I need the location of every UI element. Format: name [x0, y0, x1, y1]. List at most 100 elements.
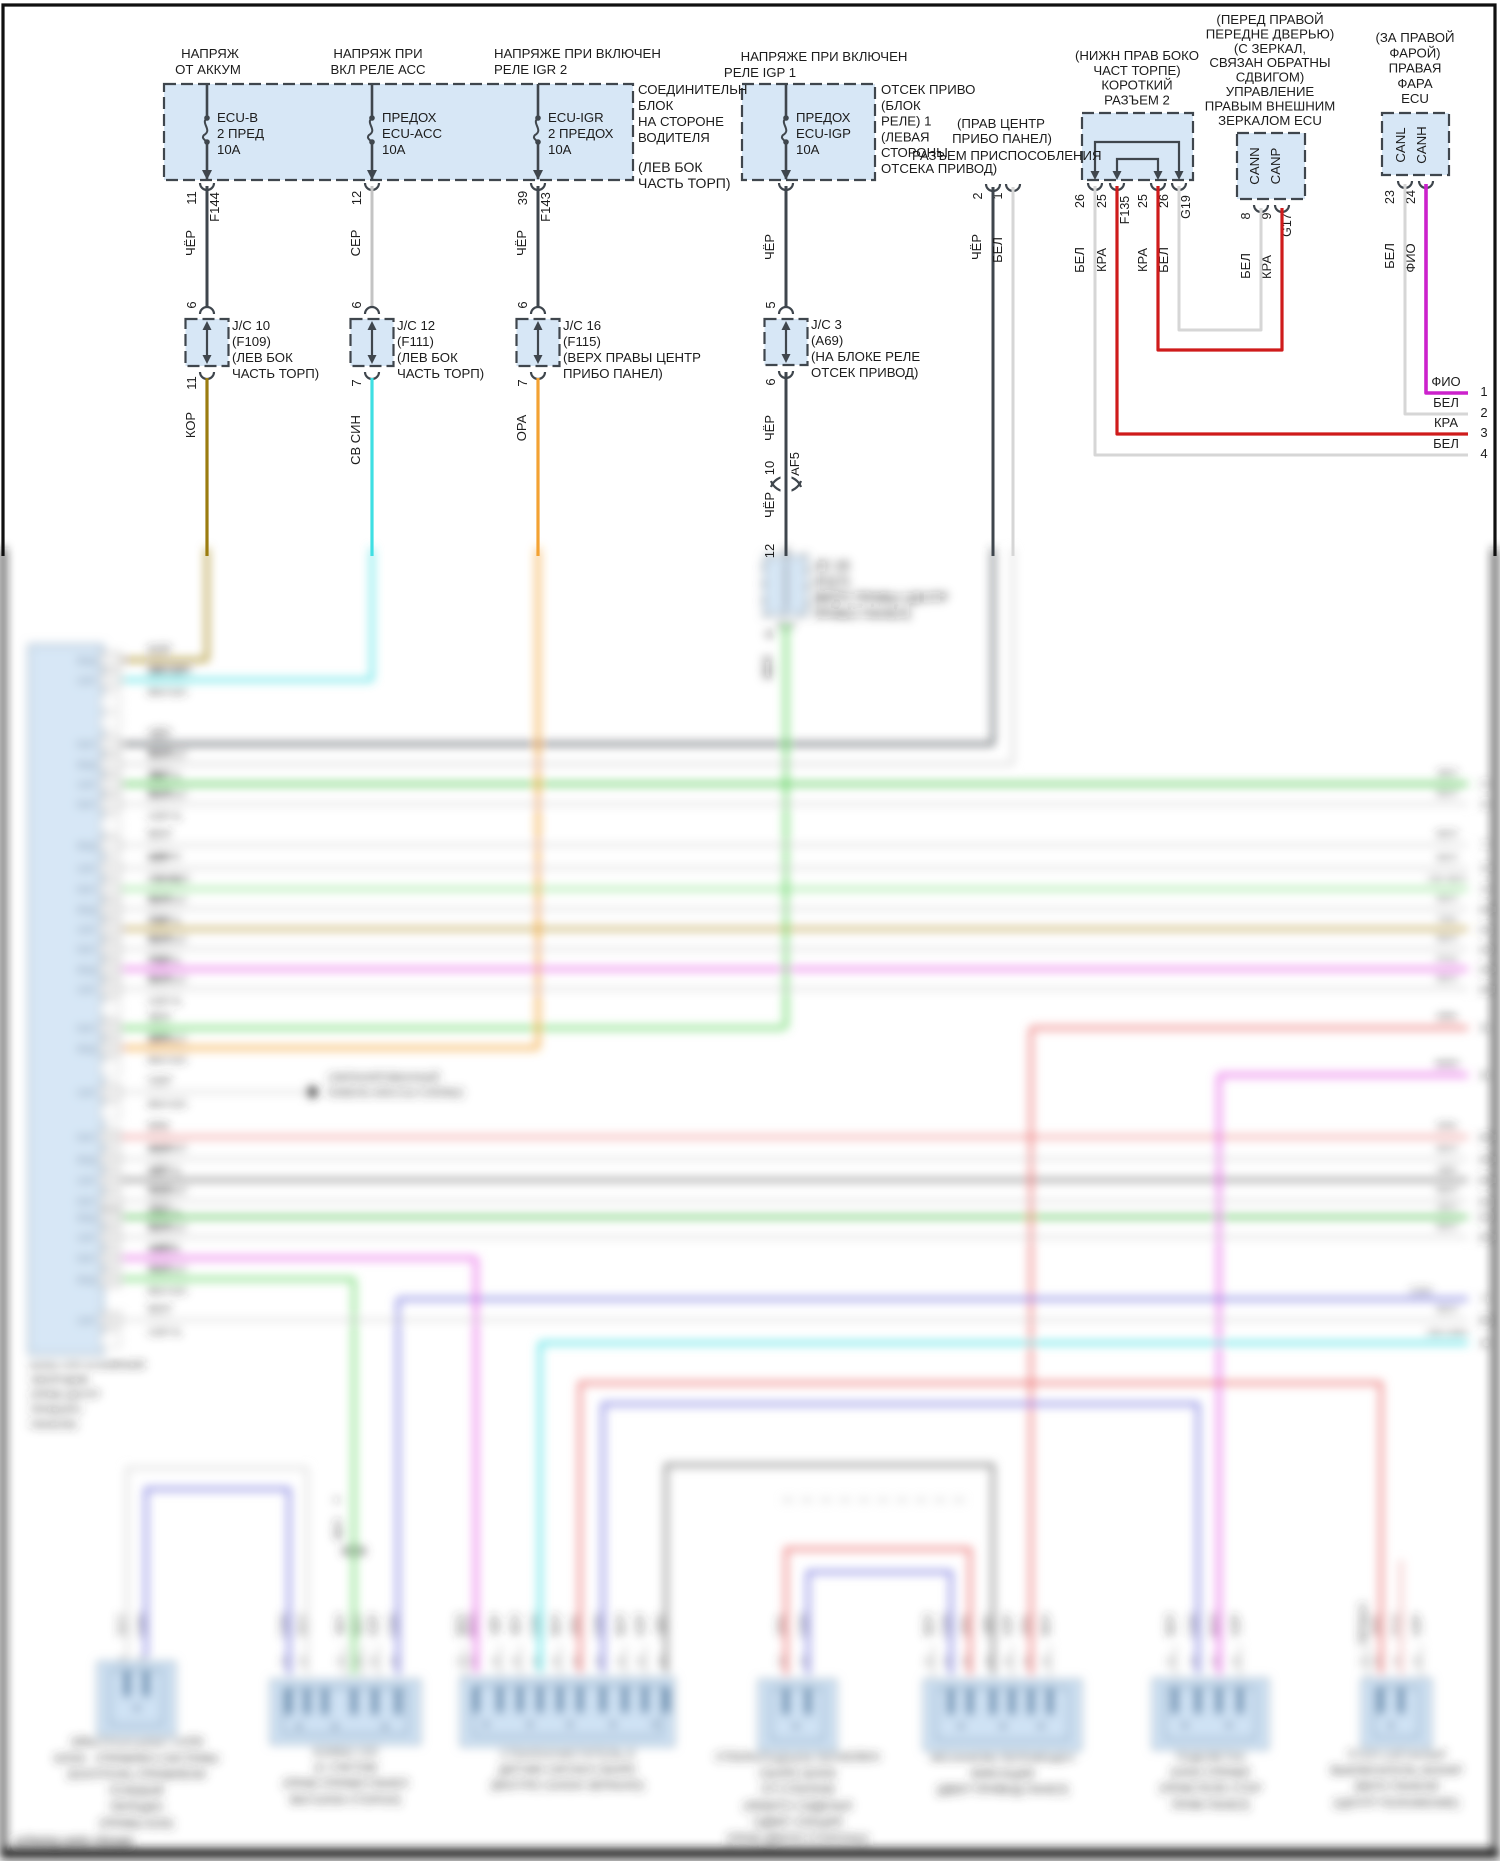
svg-text:25: 25 — [1136, 194, 1150, 208]
svg-text:(ЛЕВ БОК: (ЛЕВ БОК — [397, 350, 458, 365]
svg-text:ЧАСТ ТОРПЕ): ЧАСТ ТОРПЕ) — [1093, 63, 1180, 78]
svg-text:14: 14 — [298, 1657, 309, 1668]
svg-text:БЕЛ: БЕЛ — [148, 934, 171, 946]
svg-text:БЕЛ: БЕЛ — [1437, 893, 1458, 905]
svg-text:ЧЁРБЕЛ: ЧЁРБЕЛ — [1358, 1603, 1370, 1647]
svg-text:РУЛЕВОЙ: РУЛЕВОЙ — [109, 1785, 163, 1798]
svg-text:ПРИБО ПАНЕЛ): ПРИБО ПАНЕЛ) — [812, 606, 910, 621]
svg-text:(ПРАВ ЦЕНТР: (ПРАВ ЦЕНТР — [30, 1389, 100, 1401]
svg-text:ECU-IGR: ECU-IGR — [548, 110, 604, 125]
svg-text:ЧЁР: ЧЁР — [656, 1614, 668, 1636]
svg-text:БЛОК УПРАВЛ: БЛОК УПРАВЛ — [1171, 1767, 1250, 1779]
svg-text:ЧАСТЬ ТОРП): ЧАСТЬ ТОРП) — [397, 366, 484, 381]
svg-text:ЧАСТЬ ТОРП): ЧАСТЬ ТОРП) — [232, 366, 319, 381]
svg-text:СИГ: СИГ — [77, 676, 96, 687]
svg-text:СЕР Б: СЕР Б — [148, 1243, 181, 1255]
svg-text:ОБОРУДОВ: ОБОРУДОВ — [30, 1374, 88, 1386]
svg-text:6: 6 — [107, 799, 112, 809]
svg-text:20: 20 — [1478, 1175, 1490, 1187]
svg-text:ФИО: ФИО — [148, 1243, 174, 1255]
svg-text:ВХД: ВХД — [77, 965, 96, 976]
svg-text:ЗЕЛ: ЗЕЛ — [333, 1519, 345, 1540]
svg-text:ЧАСТЬ ТОРП): ЧАСТЬ ТОРП) — [638, 175, 731, 191]
svg-text:4: 4 — [107, 759, 112, 769]
svg-text:БЕЛ: БЕЛ — [148, 1305, 171, 1317]
svg-text:ЧЁР: ЧЁР — [1436, 1164, 1457, 1176]
svg-text:14: 14 — [1372, 1657, 1383, 1668]
svg-text:(ЗА ПРАВОЙ: (ЗА ПРАВОЙ — [1375, 30, 1454, 45]
svg-text:ЗЕЛ: ЗЕЛ — [510, 1614, 522, 1635]
svg-text:14: 14 — [594, 1657, 605, 1668]
svg-text:СИН: СИН — [1188, 1613, 1200, 1637]
svg-text:ФИО: ФИО — [1431, 374, 1460, 389]
svg-text:J/C 16: J/C 16 — [563, 318, 601, 333]
svg-text:14: 14 — [1392, 1657, 1403, 1668]
svg-text:БЕЛ: БЕЛ — [1437, 829, 1458, 841]
svg-text:ВКЛ БЛ: ВКЛ БЛ — [148, 750, 186, 762]
svg-text:СЕР Б: СЕР Б — [148, 955, 181, 967]
svg-text:ЗЕРКАЛОМ ECU: ЗЕРКАЛОМ ECU — [1218, 113, 1322, 128]
svg-text:6: 6 — [184, 301, 199, 308]
svg-text:12: 12 — [105, 944, 115, 954]
svg-text:ЗЕЛ: ЗЕЛ — [1437, 1201, 1457, 1213]
svg-text:2: 2 — [1480, 405, 1487, 420]
svg-text:(ПРАВ ЦЕНТР: (ПРАВ ЦЕНТР — [957, 116, 1045, 131]
svg-text:(ЦЕНТР ПОЛОЖЕНИЕ): (ЦЕНТР ПОЛОЖЕНИЕ) — [1334, 1798, 1460, 1810]
svg-text:(НИЖН ПРАВ БОКО: (НИЖН ПРАВ БОКО — [1075, 48, 1199, 63]
svg-text:14: 14 — [551, 1657, 562, 1668]
svg-text:БЕЛ: БЕЛ — [148, 789, 171, 801]
svg-text:2: 2 — [107, 675, 112, 685]
svg-text:БЕЛ: БЕЛ — [148, 1186, 171, 1198]
svg-text:14: 14 — [942, 1657, 953, 1668]
svg-text:СЕР: СЕР — [348, 230, 363, 257]
svg-text:ЧЁР: ЧЁР — [148, 729, 171, 741]
svg-text:ОРА: ОРА — [514, 414, 529, 441]
svg-text:ОТСЕКА ПРИВОД): ОТСЕКА ПРИВОД) — [881, 161, 997, 176]
svg-text:СВ СИН: СВ СИН — [348, 415, 363, 465]
svg-text:НАПРЯЖ: НАПРЯЖ — [181, 46, 239, 61]
svg-text:НА СТОРОНЕ: НА СТОРОНЕ — [638, 114, 724, 129]
svg-text:14: 14 — [511, 1657, 522, 1668]
svg-text:БЕЛ: БЕЛ — [1437, 852, 1458, 864]
svg-text:21: 21 — [105, 1196, 115, 1206]
svg-text:19: 19 — [1478, 1154, 1490, 1166]
svg-text:12: 12 — [1478, 944, 1490, 956]
svg-text:14: 14 — [1210, 1657, 1221, 1668]
svg-text:14: 14 — [571, 1657, 582, 1668]
svg-text:(ПРАВ ДВЕРИ СТОРОНЫ): (ПРАВ ДВЕРИ СТОРОНЫ) — [727, 1834, 869, 1846]
svg-text:ФАРОЙ): ФАРОЙ) — [1389, 45, 1440, 60]
svg-text:(КОНТРОЛЬ УПРАВЛЕНИ: (КОНТРОЛЬ УПРАВЛЕНИ — [67, 1770, 206, 1782]
svg-text:КРА: КРА — [570, 1614, 582, 1635]
svg-text:14: 14 — [105, 984, 115, 994]
svg-text:ЧЁР: ЧЁР — [762, 415, 777, 441]
svg-text:1: 1 — [1480, 384, 1487, 399]
svg-text:2 ПРЕД: 2 ПРЕД — [217, 126, 264, 141]
svg-text:НАПРЯЖ ПРИ: НАПРЯЖ ПРИ — [333, 46, 422, 61]
svg-text:14: 14 — [1189, 1657, 1200, 1668]
svg-text:schemy-avto nissan: schemy-avto nissan — [14, 1834, 134, 1848]
svg-text:СЕР: СЕР — [368, 1614, 380, 1637]
svg-text:(ЛЕВАЯ: (ЛЕВАЯ — [881, 129, 930, 144]
svg-text:СИН: СИН — [279, 1613, 291, 1637]
svg-text:НАПРЯЖЕ ПРИ ВКЛЮЧЕН: НАПРЯЖЕ ПРИ ВКЛЮЧЕН — [741, 49, 908, 64]
svg-text:КОРОТКИЙ: КОРОТКИЙ — [1101, 78, 1172, 93]
svg-text:СЕР Б: СЕР Б — [148, 810, 181, 822]
svg-text:ВХД: ВХД — [77, 1044, 96, 1055]
svg-text:39: 39 — [515, 191, 530, 205]
svg-text:ПЕРЕДАЧ: ПЕРЕДАЧ — [110, 1802, 164, 1814]
svg-text:ВКЛ БЛ: ВКЛ БЛ — [148, 1054, 186, 1066]
svg-text:КРА: КРА — [1371, 1614, 1383, 1635]
svg-text:ВКЛ БЛ: ВКЛ БЛ — [148, 1186, 186, 1198]
svg-text:10A: 10A — [548, 142, 572, 157]
svg-text:ОТ АККУМ: ОТ АККУМ — [175, 62, 241, 77]
svg-text:26: 26 — [1073, 194, 1087, 208]
svg-text:(ПРАВ УПРАВЛ ПАНЕЛ: (ПРАВ УПРАВЛ ПАНЕЛ — [283, 1779, 408, 1791]
svg-text:(ПЕРЕД ПРАВОЙ: (ПЕРЕД ПРАВОЙ — [1216, 12, 1323, 27]
svg-text:21: 21 — [1478, 1196, 1490, 1208]
svg-text:6: 6 — [1481, 799, 1487, 811]
svg-text:БЕЛ: БЕЛ — [923, 1614, 935, 1636]
svg-text:(F111): (F111) — [397, 334, 434, 349]
svg-text:ЧЁР: ЧЁР — [514, 230, 529, 256]
svg-text:КРА: КРА — [776, 1614, 788, 1635]
svg-text:БЕЛ: БЕЛ — [148, 1144, 171, 1156]
